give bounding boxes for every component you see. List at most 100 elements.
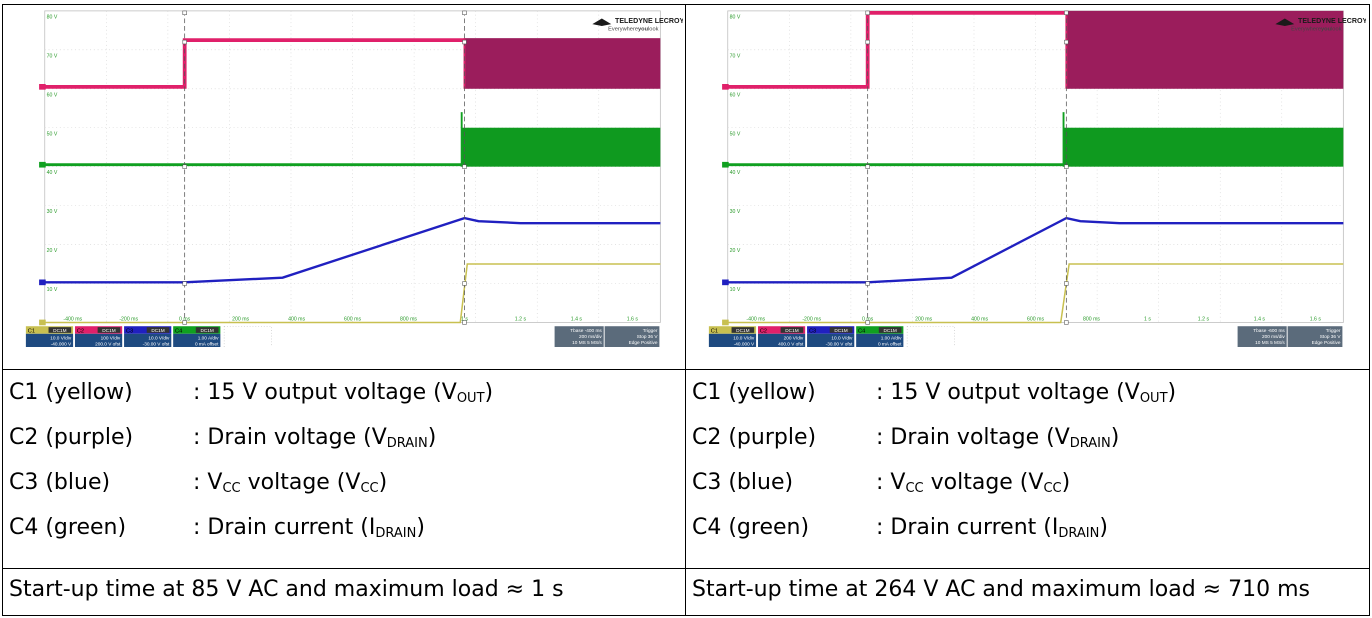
cursor-marker [865, 164, 870, 169]
legend-desc: : 15 V output voltage (VOUT) [876, 380, 1177, 406]
channel-tag: DC1M [883, 328, 896, 334]
x-tick-label: 200 ms [915, 317, 932, 323]
x-tick-label: 800 ms [400, 317, 417, 323]
series-c4-burst [461, 127, 661, 167]
channel-marker [39, 161, 46, 168]
legend-row-c3: C3 (blue) : VCC voltage (VCC) [686, 470, 1369, 510]
channel-marker [722, 279, 729, 286]
scope-cell-left: 80 V 70 V 60 V 50 V 40 V 30 V 20 V 10 V -400 ms -… [2, 4, 686, 370]
cursor-marker [462, 320, 467, 325]
y-tick-label: 70 V [730, 53, 741, 59]
legend-ch: C1 (yellow) [692, 380, 816, 405]
channel-label: C2 [77, 328, 84, 334]
channel-tag: DC1M [200, 328, 213, 334]
series-c2-burst [464, 38, 661, 89]
cursor-marker [1064, 39, 1069, 45]
channel-value: 200 V/div [784, 335, 804, 341]
channel-label: C1 [711, 328, 718, 334]
logo-mark-icon [1275, 18, 1295, 26]
x-tick-label: 1.6 s [1310, 317, 1322, 323]
series-c2-burst [1066, 10, 1344, 89]
x-tick-label: 400 ms [971, 317, 988, 323]
x-tick-label: 1.6 s [627, 317, 639, 323]
x-tick-label: 1.2 s [515, 317, 527, 323]
scope-screen-left: 80 V 70 V 60 V 50 V 40 V 30 V 20 V 10 V -400 ms -… [7, 9, 683, 347]
channel-tag-bg [731, 327, 755, 333]
channel-value: 0 mA offset [195, 342, 219, 347]
cursor-marker [182, 281, 187, 286]
scope-cell-right: 80 V 70 V 60 V 50 V 40 V 30 V 20 V 10 V -400 ms -… [685, 4, 1370, 370]
channel-tag-bg [97, 327, 121, 333]
y-tick-label: 80 V [47, 14, 58, 20]
x-tick-label: -200 ms [119, 317, 138, 323]
y-tick-label: 30 V [730, 209, 741, 215]
legend-ch: C1 (yellow) [9, 380, 133, 405]
channel-value: 1.00 A/div [881, 335, 902, 341]
y-tick-label: 40 V [730, 170, 741, 176]
channel-tag-bg [195, 327, 219, 333]
y-tick-label: 70 V [47, 53, 58, 59]
legend-cell-right: C1 (yellow) : 15 V output voltage (VOUT)… [685, 369, 1370, 569]
cursor-marker [462, 164, 467, 169]
channel-marker [39, 279, 46, 286]
timebase-value: Tbase -400 ms [570, 328, 602, 334]
channel-body [74, 333, 123, 347]
legend-row-c1: C1 (yellow) : 15 V output voltage (VOUT) [3, 380, 685, 420]
trigger-value: Stop 36 V [637, 334, 659, 340]
legend-ch: C2 (purple) [9, 425, 134, 450]
x-tick-label: 200 ms [232, 317, 249, 323]
channel-value: 200.0 V ofst [95, 342, 121, 347]
channel-value: 10.0 V/div [50, 335, 72, 341]
legend-desc: : Drain current (IDRAIN) [193, 515, 425, 541]
legend-cell-left: C1 (yellow) : 15 V output voltage (VOUT)… [2, 369, 686, 569]
timebase-value: 200 ms/div [1262, 334, 1285, 340]
x-tick-label: 0 ms [862, 317, 874, 323]
trigger-bg [604, 326, 660, 347]
x-tick-label: 1.4 s [1254, 317, 1266, 323]
channel-marker [722, 83, 729, 90]
trigger-value: Edge Positive [629, 340, 658, 346]
legend-ch: C4 (green) [692, 515, 810, 540]
channel-body [708, 333, 757, 347]
cursor-marker [865, 281, 870, 286]
x-tick-label: -400 ms [63, 317, 82, 323]
cursor-marker [1064, 320, 1069, 325]
channel-label: C3 [809, 328, 816, 334]
cursor-marker [1064, 164, 1069, 169]
legend-desc: : VCC voltage (VCC) [193, 470, 388, 496]
cursor-marker [1064, 281, 1069, 286]
y-tick-label: 10 V [47, 287, 58, 293]
logo-mark-icon [592, 18, 612, 26]
channel-label: C4 [858, 328, 865, 334]
legend-desc: : VCC voltage (VCC) [876, 470, 1071, 496]
channel-tag-bg [48, 327, 72, 333]
x-tick-label: 1 s [1144, 317, 1151, 323]
y-tick-label: 80 V [730, 14, 741, 20]
cursor-marker [462, 10, 467, 16]
channel-body [856, 333, 904, 347]
channel-body [807, 333, 855, 347]
channel-tag-bg [878, 327, 902, 333]
y-tick-label: 60 V [47, 92, 58, 98]
channel-marker [39, 83, 46, 90]
trigger-value: Trigger [1326, 328, 1341, 334]
channel-tag: DC1M [785, 328, 798, 334]
cursor-marker [182, 320, 187, 325]
channel-tag: DC1M [102, 328, 115, 334]
legend-desc: : Drain current (IDRAIN) [876, 515, 1108, 541]
y-tick-label: 40 V [47, 170, 58, 176]
startup-caption-left: Start-up time at 85 V AC and maximum loa… [9, 577, 564, 602]
x-tick-label: -400 ms [746, 317, 765, 323]
channel-label: C4 [175, 328, 182, 334]
channel-tag-bg [780, 327, 804, 333]
x-tick-label: 1.2 s [1198, 317, 1210, 323]
footer-cell-left: Start-up time at 85 V AC and maximum loa… [2, 568, 686, 616]
logo-tagline: Everywhereyoulook [1291, 27, 1341, 33]
channel-label: C1 [28, 328, 35, 334]
y-tick-label: 20 V [730, 248, 741, 254]
